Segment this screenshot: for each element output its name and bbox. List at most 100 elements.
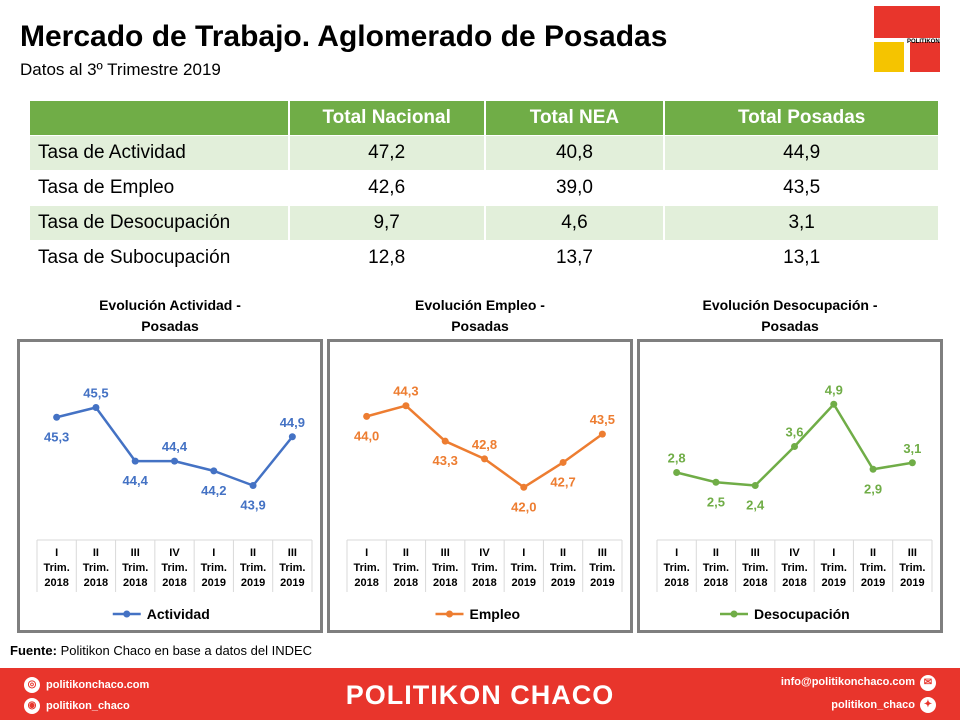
x-tick-label: 2018 (123, 577, 147, 589)
x-tick-label: 2018 (354, 577, 378, 589)
table-cell: 4,6 (484, 204, 666, 240)
data-label: 2,4 (746, 498, 765, 513)
data-point (92, 404, 100, 411)
x-tick-label: Trim. (742, 562, 768, 574)
table-cell: 13,7 (484, 239, 666, 275)
twitter-icon: ✦ (920, 697, 936, 713)
footer-email-link[interactable]: info@politikonchaco.com (780, 676, 915, 688)
table-cell: 39,0 (484, 169, 666, 205)
x-tick-label: III (908, 547, 917, 559)
row-label: Tasa de Actividad (30, 134, 290, 170)
x-tick-label: 2018 (84, 577, 108, 589)
data-label: 42,0 (511, 499, 536, 514)
row-label: Tasa de Desocupación (30, 204, 290, 240)
legend-marker (730, 610, 738, 618)
x-tick-label: III (131, 547, 140, 559)
x-tick-label: 2018 (664, 577, 688, 589)
table-cell: 13,1 (664, 239, 940, 275)
globe-icon: ◎ (24, 677, 40, 693)
chart-title-line: Evolución Desocupación - (702, 297, 878, 313)
data-point (131, 457, 139, 465)
chart-empleo: 44,0 44,3 43,3 42,8 42,0 42,7 43,5 I Trim. 2018 II… (327, 339, 633, 633)
data-label: 4,9 (825, 382, 843, 397)
chart-svg: 44,044,343,342,842,042,743,5ITrim.2018II… (346, 384, 623, 622)
x-tick-label: Trim. (83, 562, 109, 574)
data-label: 44,9 (280, 415, 305, 430)
x-tick-label: 2019 (861, 577, 885, 589)
data-label: 2,9 (864, 481, 882, 496)
x-tick-label: 2018 (743, 577, 767, 589)
instagram-icon: ◉ (24, 698, 40, 714)
data-label: 42,8 (472, 437, 497, 452)
x-tick-label: III (751, 547, 760, 559)
data-point (598, 430, 606, 438)
data-point (441, 437, 449, 445)
x-tick-label: Trim. (821, 562, 847, 574)
x-tick-label: 2019 (202, 577, 226, 589)
table-header-cell: Total NEA (484, 101, 666, 135)
table-cell: 40,8 (484, 134, 666, 170)
table-row: Tasa de Empleo 42,6 39,0 43,5 (30, 169, 940, 205)
x-tick-label: 2019 (822, 577, 846, 589)
x-tick-label: Trim. (240, 562, 266, 574)
table-cell: 43,5 (664, 169, 940, 205)
data-label: 2,5 (707, 494, 725, 509)
data-point (53, 413, 61, 421)
table-header-cell (30, 101, 290, 135)
page-title: Mercado de Trabajo. Aglomerado de Posada… (20, 20, 668, 53)
x-tick-label: Trim. (279, 562, 305, 574)
x-tick-label: 2018 (162, 577, 186, 589)
data-label: 44,4 (162, 439, 188, 454)
footer-instagram-link[interactable]: politikon_chaco (46, 700, 130, 712)
table-header-cell: Total Nacional (288, 101, 486, 135)
data-label: 2,8 (668, 451, 686, 466)
data-label: 44,4 (123, 473, 149, 488)
x-tick-label: Trim. (703, 562, 729, 574)
x-tick-label: Trim. (550, 562, 576, 574)
page-subtitle: Datos al 3º Trimestre 2019 (20, 60, 221, 79)
x-tick-label: 2019 (900, 577, 924, 589)
chart-title-line: Posadas (761, 318, 819, 334)
x-tick-label: III (441, 547, 450, 559)
table-cell: 12,8 (288, 239, 486, 275)
x-tick-label: 2018 (44, 577, 68, 589)
x-tick-label: Trim. (353, 562, 379, 574)
data-point (751, 482, 759, 489)
x-tick-label: II (93, 547, 99, 559)
data-label: 44,3 (393, 384, 418, 399)
row-label: Tasa de Subocupación (30, 239, 290, 275)
x-tick-label: Trim. (663, 562, 689, 574)
x-tick-label: I (675, 547, 678, 559)
data-label: 43,3 (433, 453, 458, 468)
x-tick-label: I (522, 547, 525, 559)
x-tick-label: Trim. (43, 562, 69, 574)
chart-actividad: 45,3 45,5 44,4 44,4 44,2 43,9 44,9 I Trim. 2018 II… (17, 339, 323, 633)
table-cell: 9,7 (288, 204, 486, 240)
chart-svg: 2,8 2,5 2,4 3,6 4,9 2,9 3,1 I Trim. 2018 II Trim. 20… (656, 382, 933, 622)
logo-square-red-1 (874, 6, 907, 38)
x-tick-label: 2018 (394, 577, 418, 589)
x-tick-label: 2019 (280, 577, 304, 589)
data-point (520, 483, 528, 491)
data-label: 44,2 (201, 483, 226, 498)
x-tick-label: II (560, 547, 566, 559)
data-point (210, 467, 218, 475)
data-label: 3,1 (903, 441, 921, 456)
x-tick-label: III (288, 547, 297, 559)
x-tick-label: II (713, 547, 719, 559)
x-tick-label: Trim. (511, 562, 537, 574)
x-tick-label: IV (169, 547, 180, 559)
data-label: 44,0 (354, 428, 379, 443)
data-point (249, 482, 257, 489)
table-row: Tasa de Subocupación 12,8 13,7 13,1 (30, 239, 940, 275)
x-tick-label: Trim. (781, 562, 807, 574)
data-label: 42,7 (550, 474, 575, 489)
chart-title-line: Posadas (141, 318, 199, 334)
chart-desocupacion: 2,8 2,5 2,4 3,6 4,9 2,9 3,1 I Trim. 2018 II Trim. 20… (637, 339, 943, 633)
data-point (288, 433, 296, 441)
data-label: 45,5 (83, 386, 108, 401)
legend-label: Desocupación (754, 606, 850, 622)
footer-web-link[interactable]: politikonchaco.com (46, 679, 150, 691)
footer-twitter-link[interactable]: politikon_chaco (831, 699, 915, 711)
x-tick-label: Trim. (161, 562, 187, 574)
